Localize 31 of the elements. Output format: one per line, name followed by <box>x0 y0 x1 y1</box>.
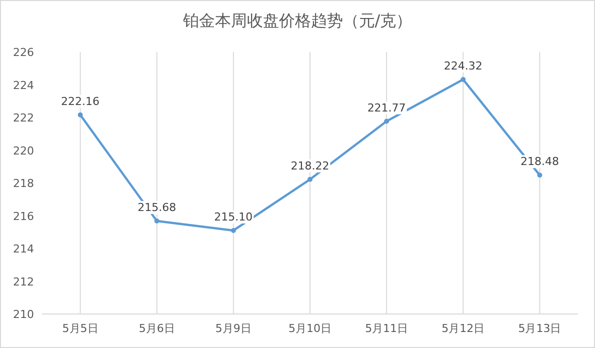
data-label: 224.32 <box>444 60 482 73</box>
y-tick-label: 220 <box>13 144 34 158</box>
y-tick-label: 214 <box>13 242 34 256</box>
data-label: 215.68 <box>138 200 176 214</box>
data-label: 222.16 <box>61 94 100 108</box>
point <box>154 218 160 224</box>
x-tick-label: 5月5日 <box>62 322 98 335</box>
y-tick-label: 224 <box>13 78 34 92</box>
y-tick-label: 212 <box>13 275 34 288</box>
point <box>308 176 312 182</box>
y-tick-label: 226 <box>13 46 34 59</box>
point <box>384 118 390 124</box>
point <box>537 172 542 178</box>
x-tick-label: 5月11日 <box>365 322 408 335</box>
point <box>460 77 466 82</box>
data-label: 218.22 <box>290 159 330 172</box>
y-tick-label: 210 <box>13 308 34 321</box>
data-label: 215.10 <box>214 210 253 224</box>
y-tick-label: 218 <box>13 177 34 190</box>
chart-title: 铂金本周收盘价格趋势（元/克） <box>182 11 412 30</box>
x-tick-label: 5月13日 <box>518 322 562 335</box>
data-label: 221.77 <box>367 101 406 114</box>
y-tick-label: 222 <box>13 112 34 124</box>
x-tick-label: 5月10日 <box>288 322 332 335</box>
point <box>78 112 83 118</box>
data-label: 218.48 <box>520 155 559 168</box>
x-tick-label: 5月6日 <box>138 322 175 335</box>
x-tick-label: 5月12日 <box>442 322 485 335</box>
point <box>230 228 236 233</box>
y-tick-label: 216 <box>13 210 34 223</box>
x-tick-label: 5月9日 <box>215 322 252 335</box>
